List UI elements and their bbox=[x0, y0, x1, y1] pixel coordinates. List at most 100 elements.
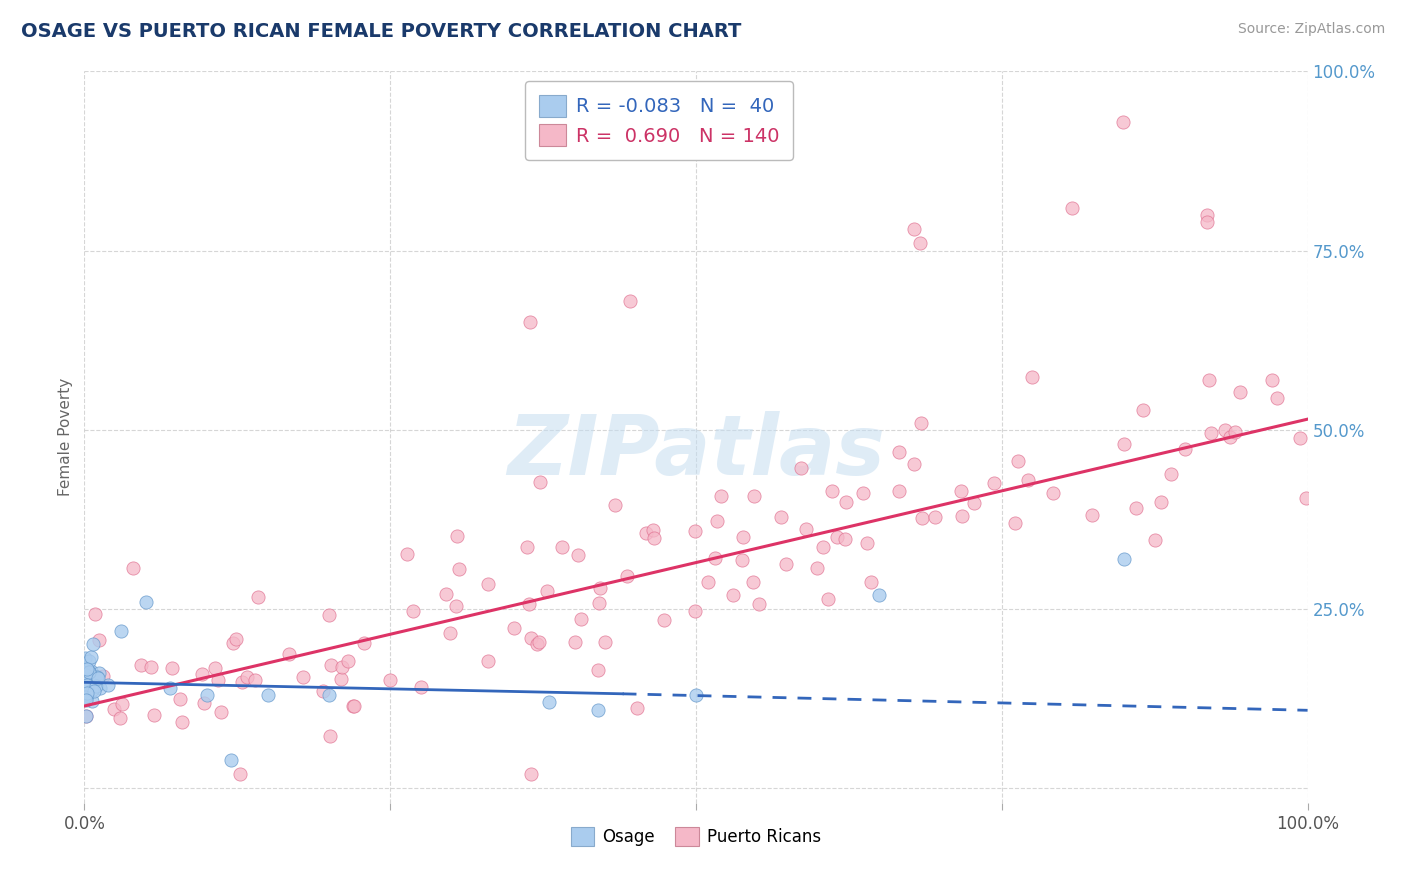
Point bbox=[1114, 437, 1136, 451]
Point bbox=[685, 524, 707, 538]
Text: OSAGE VS PUERTO RICAN FEMALE POVERTY CORRELATION CHART: OSAGE VS PUERTO RICAN FEMALE POVERTY COR… bbox=[21, 22, 741, 41]
Point bbox=[1114, 552, 1136, 566]
Point bbox=[330, 660, 353, 674]
Point bbox=[1229, 384, 1251, 399]
Point bbox=[1004, 516, 1026, 530]
Point bbox=[536, 584, 558, 599]
Point bbox=[616, 569, 638, 583]
Point bbox=[519, 315, 541, 329]
Point bbox=[520, 631, 543, 645]
Point bbox=[75, 693, 97, 707]
Point bbox=[159, 681, 181, 695]
Point bbox=[1017, 473, 1039, 487]
Point bbox=[411, 680, 433, 694]
Point bbox=[86, 670, 108, 684]
Point bbox=[135, 595, 157, 609]
Point bbox=[569, 612, 592, 626]
Point bbox=[82, 637, 104, 651]
Point bbox=[77, 665, 100, 680]
Point bbox=[76, 681, 98, 695]
Point bbox=[103, 702, 125, 716]
Point bbox=[246, 590, 269, 604]
Point bbox=[1132, 403, 1154, 417]
Point bbox=[567, 548, 589, 562]
Point bbox=[704, 550, 727, 565]
Point bbox=[75, 708, 97, 723]
Point bbox=[1144, 533, 1167, 547]
Point bbox=[855, 535, 877, 549]
Point bbox=[75, 667, 97, 681]
Text: ZIPatlas: ZIPatlas bbox=[508, 411, 884, 492]
Point bbox=[1081, 508, 1104, 523]
Point bbox=[821, 484, 844, 499]
Point bbox=[477, 577, 499, 591]
Point bbox=[859, 575, 882, 590]
Point bbox=[193, 697, 215, 711]
Point bbox=[77, 672, 100, 686]
Point bbox=[1197, 215, 1219, 229]
Point bbox=[710, 489, 733, 503]
Point bbox=[121, 561, 143, 575]
Point bbox=[887, 445, 910, 459]
Point bbox=[1060, 201, 1083, 215]
Point bbox=[87, 671, 110, 685]
Point bbox=[170, 714, 193, 729]
Point bbox=[378, 673, 401, 687]
Point bbox=[626, 701, 648, 715]
Point bbox=[76, 686, 98, 700]
Point bbox=[108, 711, 131, 725]
Point bbox=[402, 604, 425, 618]
Point bbox=[131, 657, 153, 672]
Point bbox=[811, 541, 834, 555]
Point bbox=[231, 675, 253, 690]
Y-axis label: Female Poverty: Female Poverty bbox=[58, 378, 73, 496]
Point bbox=[516, 541, 538, 555]
Point bbox=[741, 574, 763, 589]
Point bbox=[683, 604, 706, 618]
Point bbox=[903, 457, 925, 471]
Point bbox=[77, 665, 100, 680]
Point bbox=[1289, 431, 1312, 445]
Point bbox=[794, 522, 817, 536]
Point bbox=[86, 679, 108, 693]
Point bbox=[209, 705, 232, 719]
Point bbox=[950, 509, 973, 524]
Point bbox=[444, 599, 467, 614]
Point bbox=[520, 767, 543, 781]
Point bbox=[775, 557, 797, 571]
Point bbox=[434, 587, 457, 601]
Point bbox=[619, 293, 641, 308]
Point bbox=[1111, 114, 1133, 128]
Point bbox=[825, 530, 848, 544]
Point bbox=[330, 672, 353, 686]
Point bbox=[447, 562, 470, 576]
Point bbox=[605, 498, 627, 512]
Point bbox=[319, 658, 342, 673]
Point bbox=[586, 663, 609, 677]
Point bbox=[1265, 391, 1288, 405]
Point bbox=[1042, 486, 1064, 500]
Point bbox=[852, 486, 875, 500]
Point bbox=[195, 688, 218, 702]
Point bbox=[82, 694, 104, 708]
Point bbox=[903, 222, 925, 236]
Point bbox=[643, 523, 665, 537]
Point bbox=[91, 669, 114, 683]
Point bbox=[908, 236, 931, 251]
Point bbox=[949, 483, 972, 498]
Point bbox=[257, 688, 280, 702]
Point bbox=[73, 650, 96, 665]
Point bbox=[963, 496, 986, 510]
Point bbox=[636, 526, 658, 541]
Point bbox=[318, 607, 340, 622]
Point bbox=[1219, 430, 1241, 444]
Point bbox=[911, 511, 934, 525]
Point bbox=[1160, 467, 1182, 482]
Point bbox=[191, 666, 214, 681]
Point bbox=[169, 691, 191, 706]
Point bbox=[924, 510, 946, 524]
Point bbox=[517, 597, 540, 611]
Point bbox=[73, 690, 96, 704]
Point bbox=[139, 659, 162, 673]
Point bbox=[588, 596, 610, 610]
